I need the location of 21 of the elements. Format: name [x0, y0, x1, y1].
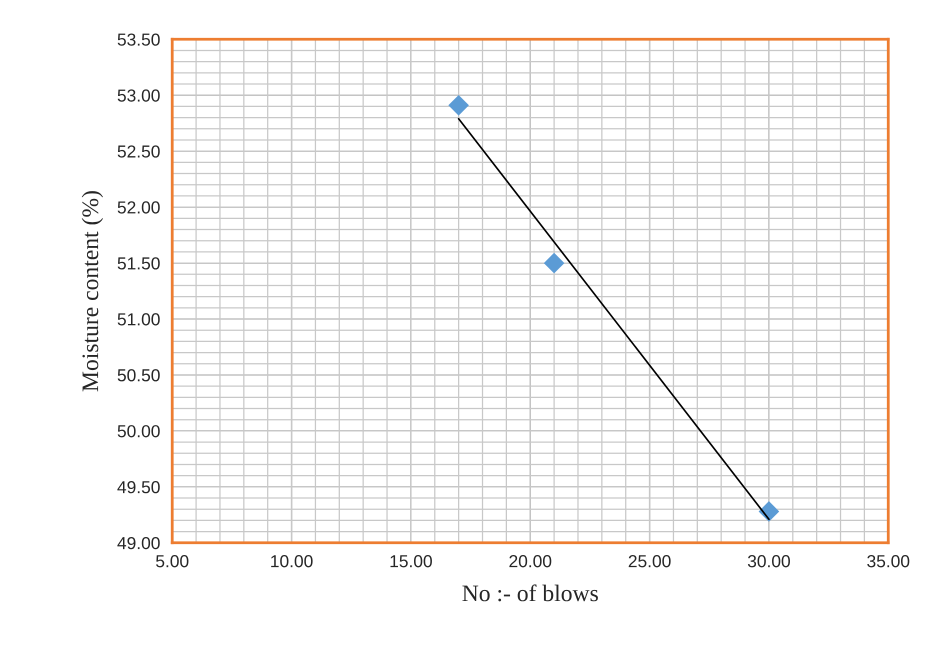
- x-tick-label: 35.00: [867, 555, 910, 568]
- y-tick-label: 49.00: [117, 536, 160, 550]
- y-tick-label: 51.00: [118, 313, 160, 326]
- x-tick-label: 5.00: [156, 555, 188, 568]
- y-tick-label: 53.00: [118, 89, 160, 102]
- point: [544, 252, 564, 274]
- y-axis-title: Moisture content (%): [82, 191, 104, 392]
- y-tick-label: 52.50: [118, 145, 160, 158]
- x-tick-label: 25.00: [628, 555, 671, 568]
- y-tick-label: 50.50: [118, 369, 160, 382]
- y-tick-label: 50.00: [118, 425, 160, 438]
- y-tick-label: 51.50: [118, 257, 160, 270]
- x-tick-label: 15.00: [390, 555, 432, 568]
- x-tick-label: 10.00: [271, 555, 313, 568]
- point: [448, 95, 469, 116]
- x-tick-label: 20.00: [509, 555, 552, 568]
- y-tick-label: 53.50: [118, 33, 160, 46]
- x-axis-title: No :- of blows: [462, 584, 598, 602]
- y-tick-label: 52.00: [118, 201, 160, 214]
- y-tick-label: 49.50: [117, 481, 160, 494]
- x-tick-label: 30.00: [748, 555, 790, 568]
